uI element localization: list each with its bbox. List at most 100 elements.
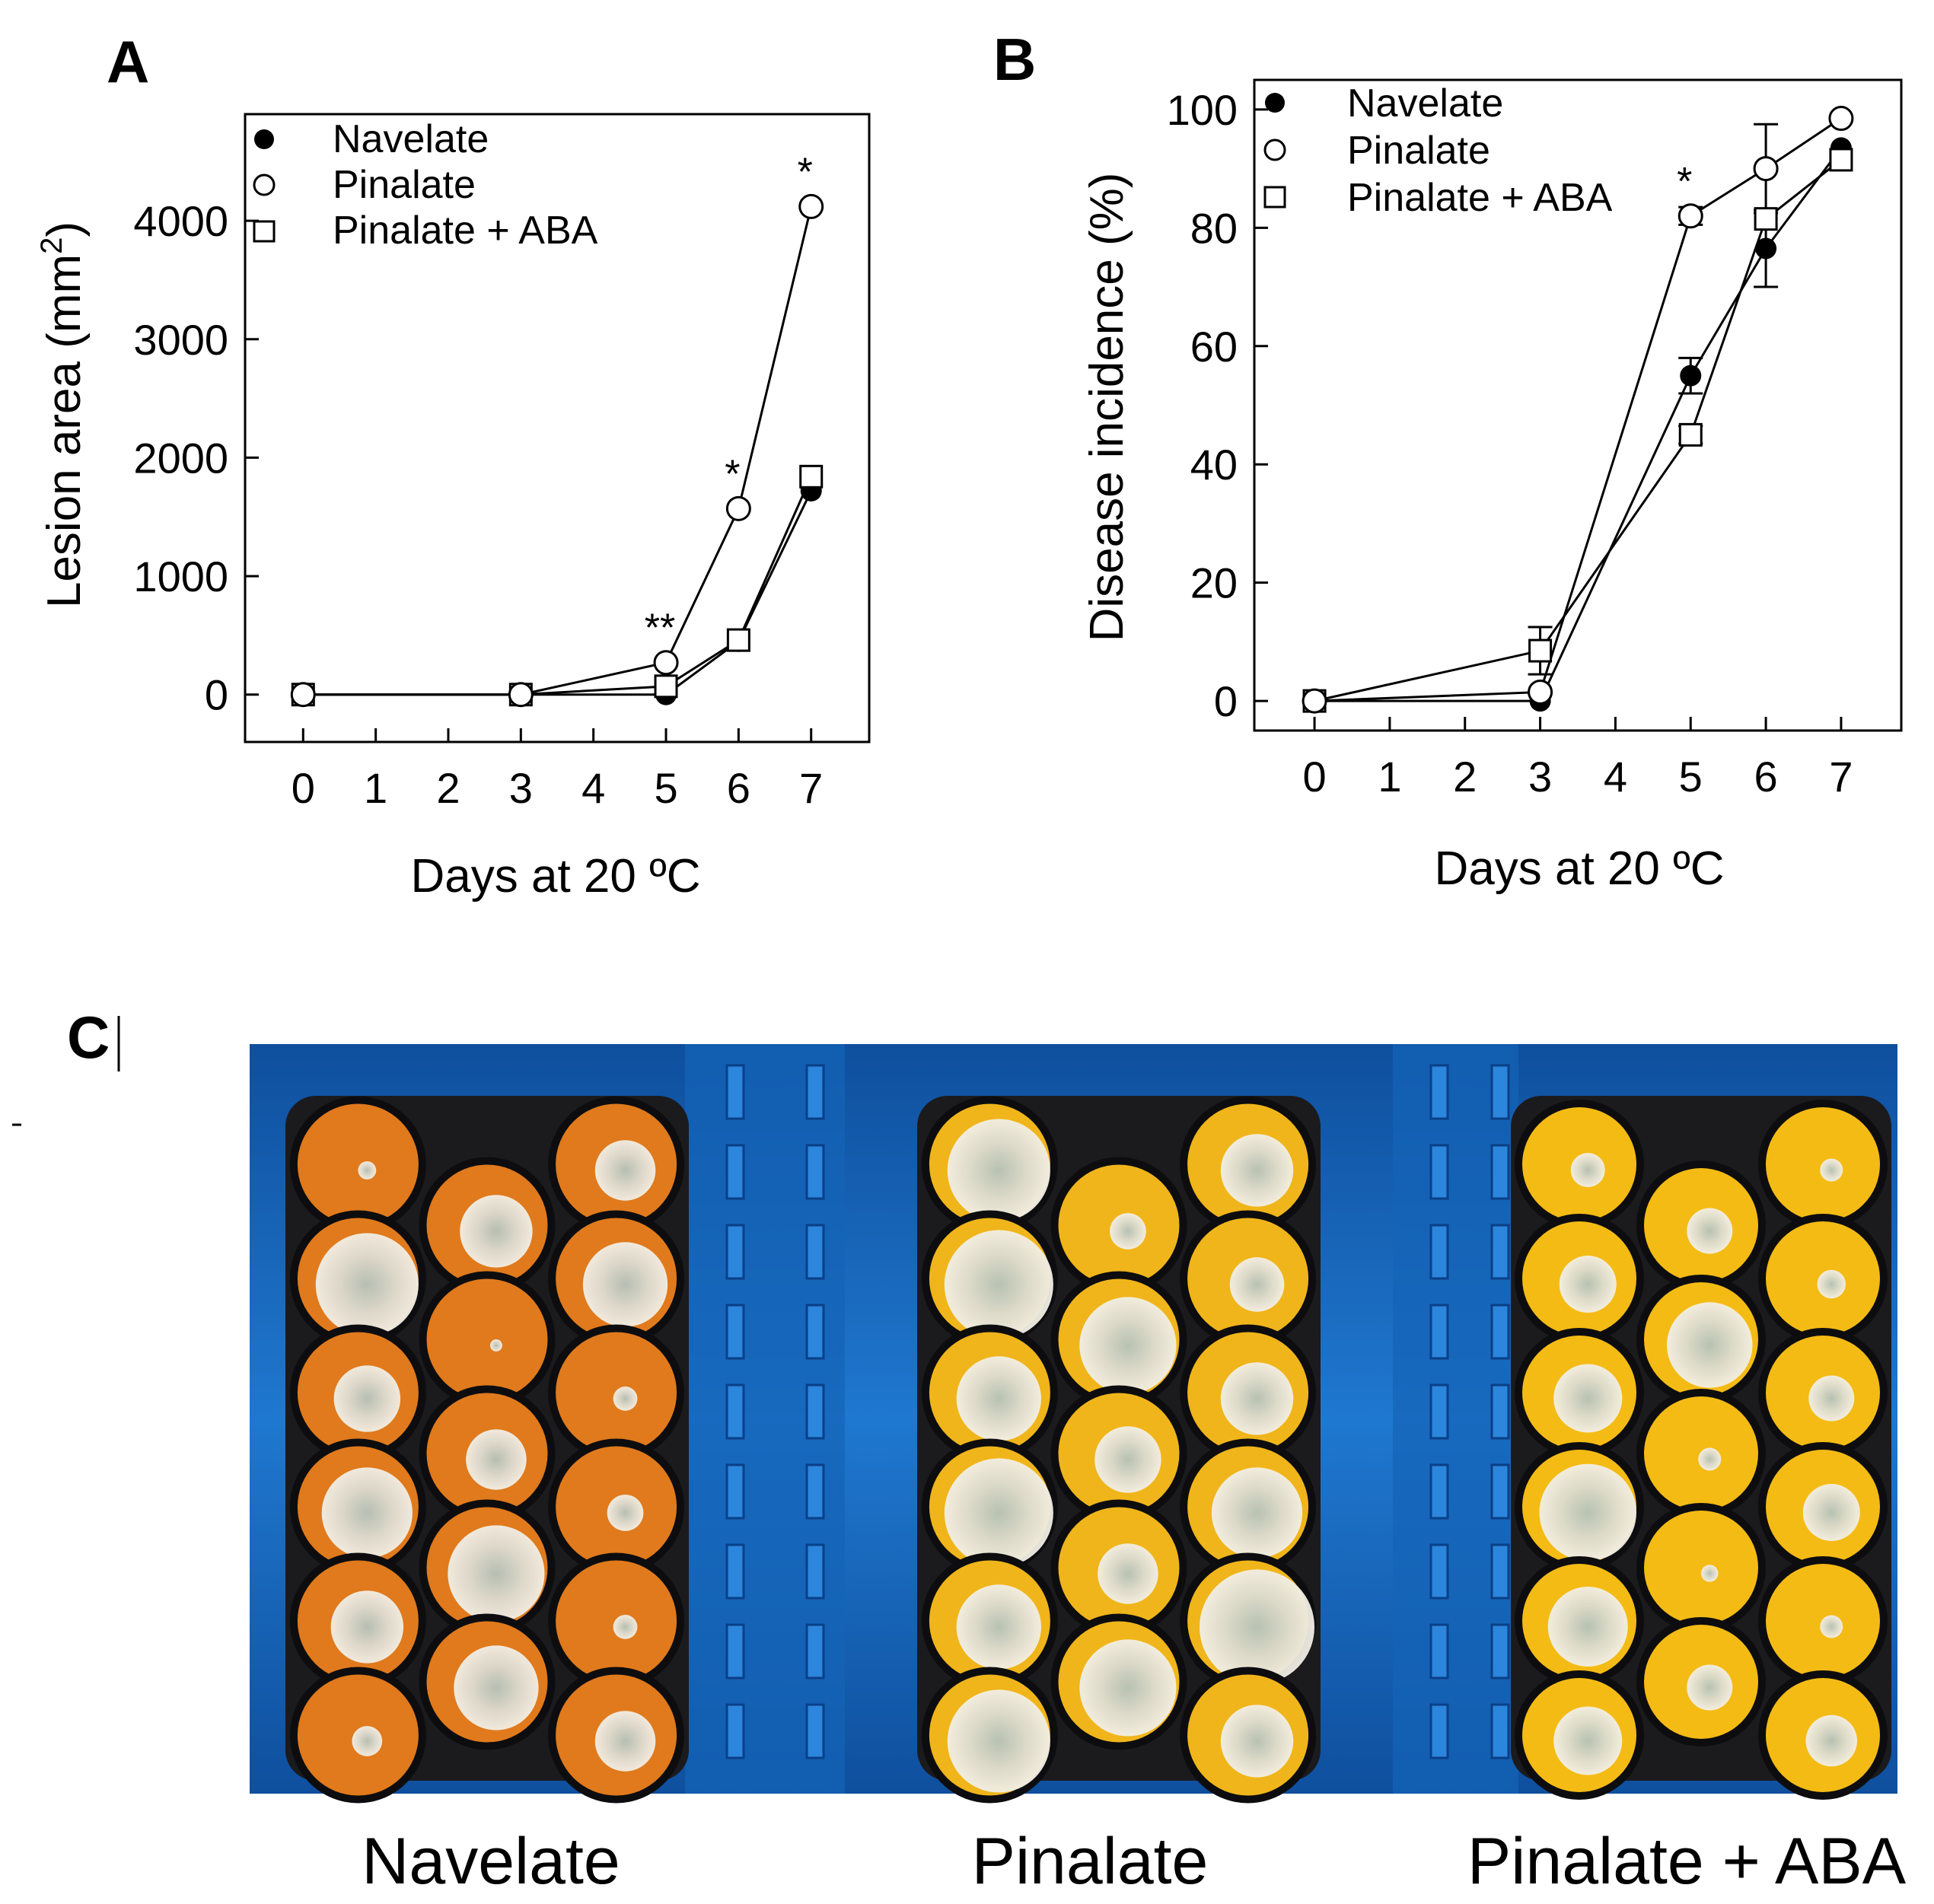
chart-a-ytick-label: 0 xyxy=(205,671,228,719)
tray-pinalate-aba-mold-patch xyxy=(1817,1269,1846,1299)
tray-hinge xyxy=(1429,1703,1449,1759)
chart-b-ytick-label: 80 xyxy=(1190,204,1238,252)
chart-b-point-pinalate xyxy=(1753,156,1779,182)
panel-label-c: C xyxy=(67,1004,110,1071)
fruit-trays-photo xyxy=(250,1044,1897,1804)
tray-pinalate-aba-mold-patch xyxy=(1802,1484,1860,1541)
tray-pinalate-mold-patch xyxy=(1220,1134,1294,1207)
chart-a-line-navelate xyxy=(303,490,813,696)
chart-b-plot-frame xyxy=(1253,78,1903,732)
tray-pinalate-aba-mold-patch xyxy=(1559,1256,1617,1313)
tray-pinalate xyxy=(917,1096,1321,1804)
chart-a-significance-mark: ** xyxy=(645,607,675,651)
tray-hinge xyxy=(805,1304,825,1360)
tray-navelate-mold-patch xyxy=(448,1525,545,1622)
tray-pinalate-mold-patch xyxy=(944,1458,1053,1568)
tray-pinalate-aba-mold-patch xyxy=(1553,1706,1623,1775)
tray-pinalate-mold-patch xyxy=(1200,1569,1315,1685)
tray-pinalate-mold-patch xyxy=(947,1119,1050,1222)
chart-b-xtick-label: 1 xyxy=(1378,753,1401,801)
chart-b-point-pinalate xyxy=(1678,203,1703,229)
tray-hinge xyxy=(1429,1543,1449,1600)
tray-hinge xyxy=(1490,1623,1510,1680)
tray-hinge xyxy=(1490,1064,1510,1120)
chart-b-xtick-label: 3 xyxy=(1528,753,1552,801)
chart-a-ylabel: Lesion area (mm2) xyxy=(35,221,91,608)
tray-navelate-fruit xyxy=(426,1278,548,1400)
tray-pinalate-aba-mold-patch xyxy=(1667,1302,1753,1388)
chart-a-ytick-label: 1000 xyxy=(133,552,228,600)
chart-b-xtick-label: 4 xyxy=(1604,753,1627,801)
tray-hinge xyxy=(725,1543,745,1600)
chart-a-ylabel-sup: 2 xyxy=(35,237,69,254)
legend-a-navelate-label: Navelate xyxy=(333,117,489,161)
caption-pinalate-aba: Pinalate + ABA xyxy=(1467,1825,1907,1898)
chart-a-ylabel-main: Lesion area (mm xyxy=(38,254,91,608)
chart-a-line-pinalate xyxy=(303,206,813,696)
chart-a-xtick-label: 4 xyxy=(581,764,605,812)
legend-b-aba-marker xyxy=(1263,186,1286,209)
tray-hinge xyxy=(1490,1703,1510,1759)
chart-a-point-pinalate xyxy=(725,495,751,521)
chart-a-xtick-label: 0 xyxy=(292,764,315,812)
tray-hinge xyxy=(805,1543,825,1600)
chart-a-xlabel: Days at 20 ºC xyxy=(410,850,700,903)
chart-b-point-navelate xyxy=(1755,237,1777,259)
chart-a-xtick-label: 7 xyxy=(799,764,823,812)
legend-a-navelate-marker xyxy=(254,129,274,149)
tray-hinge xyxy=(725,1144,745,1200)
tray-hinge xyxy=(1429,1224,1449,1280)
tray-pinalate-mold-patch xyxy=(1220,1705,1294,1778)
chart-b-xtick-label: 5 xyxy=(1679,753,1703,801)
chart-b-point-pinalate-aba xyxy=(1528,638,1553,663)
legend-a-aba-marker xyxy=(253,220,276,243)
tray-navelate-mold-patch xyxy=(321,1467,413,1559)
tray-hinge xyxy=(805,1463,825,1520)
chart-a-xtick-label: 5 xyxy=(654,764,677,812)
tray-navelate-mold-patch xyxy=(613,1615,638,1639)
chart-a-point-pinalate-aba xyxy=(799,464,824,489)
chart-a-ytick-label: 4000 xyxy=(133,197,228,245)
chart-b-ylabel: Disease incidence (%) xyxy=(1081,173,1133,642)
tray-navelate-mold-patch xyxy=(607,1495,644,1531)
legend-b-navelate-marker xyxy=(1265,93,1285,113)
tray-navelate-mold-patch xyxy=(315,1233,419,1336)
caption-navelate: Navelate xyxy=(362,1825,620,1898)
tray-hinge xyxy=(725,1064,745,1120)
legend-b-pinalate-marker xyxy=(1263,139,1286,161)
tray-pinalate-aba-mold-patch xyxy=(1805,1715,1857,1767)
chart-a-plot-frame xyxy=(244,113,871,743)
tray-navelate-mold-patch xyxy=(466,1429,527,1490)
tray-hinge xyxy=(725,1304,745,1360)
tray-navelate-mold-patch xyxy=(613,1387,638,1411)
legend-b-pinalate-label: Pinalate xyxy=(1347,129,1490,173)
chart-b-xlabel: Days at 20 ºC xyxy=(1434,842,1724,895)
tray-hinge xyxy=(805,1703,825,1759)
chart-b-point-navelate xyxy=(1680,365,1702,387)
chart-a-xtick-label: 2 xyxy=(436,764,460,812)
tray-navelate-mold-patch xyxy=(330,1590,404,1664)
chart-a-point-pinalate xyxy=(653,650,679,676)
legend-a-aba-label: Pinalate + ABA xyxy=(333,209,598,253)
chart-b-point-pinalate xyxy=(1528,679,1553,705)
tray-hinge xyxy=(725,1623,745,1680)
tray-pinalate-mold-patch xyxy=(947,1689,1050,1793)
tray-navelate-mold-patch xyxy=(582,1242,668,1327)
tray-pinalate-mold-patch xyxy=(956,1356,1041,1441)
panel-label-b: B xyxy=(993,26,1036,93)
tray-pinalate-mold-patch xyxy=(1098,1543,1158,1604)
tray-hinge xyxy=(1490,1144,1510,1200)
tray-navelate-mold-patch xyxy=(333,1365,401,1432)
tray-pinalate-mold-patch xyxy=(1211,1467,1303,1559)
tray-pinalate-mold-patch xyxy=(1079,1639,1177,1737)
chart-b-xtick-label: 6 xyxy=(1754,753,1778,801)
chart-b-xtick-label: 7 xyxy=(1829,753,1853,801)
tray-hinge xyxy=(1429,1463,1449,1520)
tray-hinge xyxy=(805,1224,825,1280)
chart-b-ytick-label: 40 xyxy=(1190,441,1238,489)
chart-a-point-pinalate xyxy=(798,193,824,219)
chart-b-xtick-label: 2 xyxy=(1453,753,1477,801)
chart-b-point-pinalate-aba xyxy=(1678,422,1703,447)
tray-navelate-mold-patch xyxy=(594,1140,656,1201)
